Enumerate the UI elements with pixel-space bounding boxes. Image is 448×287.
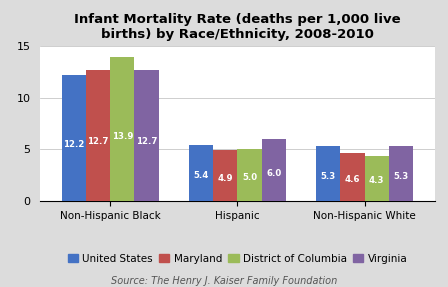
Text: 4.9: 4.9 [218, 174, 233, 183]
Text: 5.3: 5.3 [321, 172, 336, 181]
Text: 4.3: 4.3 [369, 177, 384, 185]
Text: 5.3: 5.3 [393, 172, 409, 181]
Text: Source: The Henry J. Kaiser Family Foundation: Source: The Henry J. Kaiser Family Found… [111, 276, 337, 286]
Bar [340, 153, 365, 201]
Text: 5.4: 5.4 [194, 171, 209, 180]
Text: 12.2: 12.2 [63, 140, 85, 149]
Bar [365, 156, 389, 201]
Text: 12.7: 12.7 [136, 137, 157, 146]
Bar [110, 57, 134, 201]
Bar [237, 149, 262, 201]
Text: 12.7: 12.7 [87, 137, 109, 146]
Bar [316, 146, 340, 201]
Bar [189, 145, 213, 201]
Legend: United States, Maryland, District of Columbia, Virginia: United States, Maryland, District of Col… [63, 249, 412, 268]
Bar [86, 70, 110, 201]
Text: 4.6: 4.6 [345, 175, 360, 184]
Bar [213, 150, 237, 201]
Text: 6.0: 6.0 [266, 168, 281, 177]
Bar [262, 139, 286, 201]
Bar [62, 75, 86, 201]
Bar [389, 146, 413, 201]
Text: 5.0: 5.0 [242, 173, 257, 182]
Bar [134, 70, 159, 201]
Title: Infant Mortality Rate (deaths per 1,000 live
births) by Race/Ethnicity, 2008-201: Infant Mortality Rate (deaths per 1,000 … [74, 13, 401, 40]
Text: 13.9: 13.9 [112, 132, 133, 141]
